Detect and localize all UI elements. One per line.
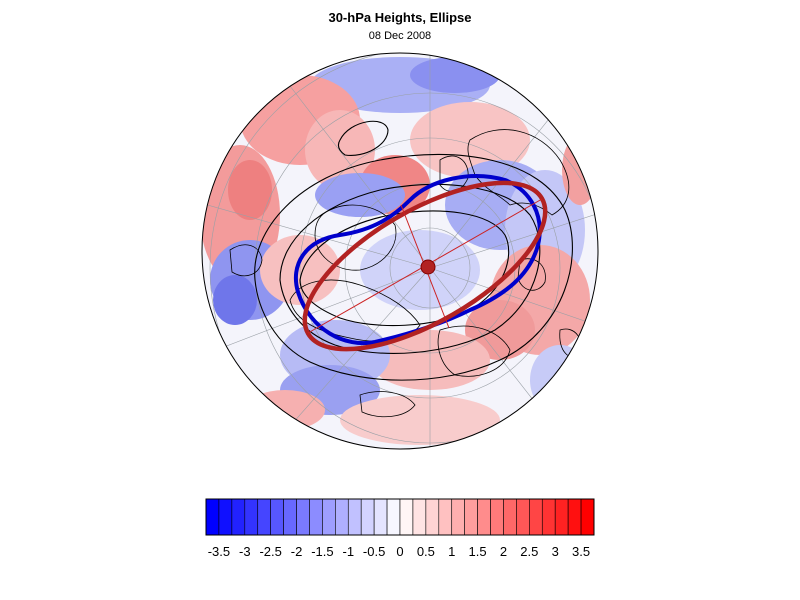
colorbar-swatch <box>451 498 465 536</box>
colorbar-tick-label: 2 <box>500 544 507 559</box>
colorbar-swatch <box>244 498 259 536</box>
colorbar-tick-label: -2.5 <box>259 544 281 559</box>
colorbar-swatch <box>257 498 271 536</box>
map-border <box>201 52 599 450</box>
colorbar-swatch <box>399 498 414 536</box>
fitted-ellipse <box>302 180 548 352</box>
colorbar-swatch <box>477 498 491 536</box>
colorbar-swatch <box>529 498 543 536</box>
colorbar-swatch <box>347 498 362 536</box>
colorbar-swatch <box>373 498 388 536</box>
colorbar-swatch <box>309 498 323 536</box>
colorbar-swatch <box>412 498 427 536</box>
observed-vortex-contour <box>293 174 542 346</box>
colorbar-swatch <box>554 498 569 536</box>
colorbar-tick-label: -3.5 <box>208 544 230 559</box>
colorbar-tick-label: -1.5 <box>311 544 333 559</box>
figure-title: 30-hPa Heights, Ellipse <box>328 10 472 25</box>
colorbar-swatch <box>516 498 530 536</box>
colorbar-swatch <box>218 498 233 536</box>
colorbar-tick-label: -0.5 <box>363 544 385 559</box>
colorbar-swatch <box>270 498 284 536</box>
colorbar-swatch <box>490 498 504 536</box>
colorbar-swatch <box>322 498 336 536</box>
colorbar-swatch <box>360 498 375 536</box>
colorbar-swatch <box>464 498 478 536</box>
colorbar-tick-label: 1.5 <box>469 544 487 559</box>
colorbar-tick-label: 3.5 <box>572 544 590 559</box>
colorbar-tick-label: -1 <box>342 544 354 559</box>
colorbar-swatch <box>231 498 246 536</box>
colorbar-tick-label: 3 <box>552 544 559 559</box>
colorbar-swatch <box>438 498 453 536</box>
colorbar-tick-label: 2.5 <box>520 544 538 559</box>
colorbar-border <box>205 498 595 536</box>
colorbar-swatch <box>335 498 349 536</box>
colorbar-swatch <box>283 498 297 536</box>
colorbar-swatch <box>205 498 220 536</box>
colorbar-swatch <box>425 498 440 536</box>
colorbar-swatch <box>580 498 595 536</box>
figure-date: 08 Dec 2008 <box>368 30 432 42</box>
colorbar-swatch <box>386 498 401 536</box>
colorbar-swatch <box>541 498 556 536</box>
colorbar-tick-label: 1 <box>448 544 455 559</box>
colorbar-swatch <box>567 498 582 536</box>
colorbar-tick-label: 0 <box>396 544 403 559</box>
height-contours <box>254 120 573 381</box>
colorbar-swatch <box>296 498 310 536</box>
colorbar-tick-label: -3 <box>239 544 251 559</box>
colorbar-swatch <box>503 498 517 536</box>
colorbar-tick-label: -2 <box>291 544 303 559</box>
colorbar-tick-label: 0.5 <box>417 544 435 559</box>
ellipse-center-marker <box>420 259 436 275</box>
